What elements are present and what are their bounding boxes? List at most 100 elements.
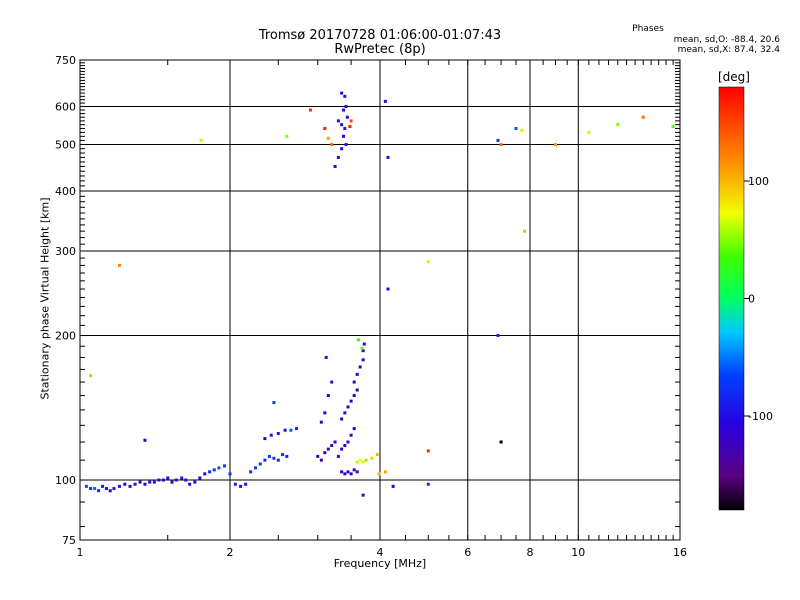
data-point bbox=[333, 164, 337, 168]
data-point bbox=[383, 99, 387, 103]
y-tick-label: 300 bbox=[55, 245, 76, 258]
data-point bbox=[352, 427, 356, 431]
data-point bbox=[352, 468, 356, 472]
data-point bbox=[188, 482, 192, 486]
data-point bbox=[343, 444, 347, 448]
data-point bbox=[249, 470, 253, 474]
data-point bbox=[349, 472, 353, 476]
data-point bbox=[101, 484, 105, 488]
data-point bbox=[375, 453, 379, 457]
phases-heading: Phases bbox=[632, 24, 664, 34]
data-point bbox=[319, 458, 323, 462]
data-point bbox=[587, 130, 591, 134]
data-point bbox=[166, 476, 170, 480]
data-point bbox=[199, 138, 203, 142]
data-point bbox=[267, 454, 271, 458]
data-point bbox=[349, 433, 353, 437]
data-point bbox=[283, 428, 287, 432]
data-point bbox=[523, 229, 527, 233]
data-point bbox=[184, 478, 188, 482]
axis-tick-labels: 1 2 4 6 8 10 16 75 100 200 300 400 500 600 750 bbox=[55, 54, 687, 559]
data-point bbox=[330, 444, 334, 448]
axis-ticks bbox=[80, 60, 680, 540]
data-point bbox=[316, 454, 320, 458]
data-point bbox=[281, 453, 285, 457]
x-tick-label: 6 bbox=[464, 546, 471, 559]
data-point bbox=[223, 464, 227, 468]
data-point bbox=[514, 126, 518, 130]
data-point bbox=[253, 466, 257, 470]
data-point bbox=[383, 470, 387, 474]
data-point bbox=[89, 487, 93, 491]
data-point bbox=[323, 411, 327, 415]
data-point bbox=[133, 482, 137, 486]
data-point bbox=[340, 91, 344, 95]
data-point bbox=[143, 438, 147, 442]
data-point bbox=[233, 482, 237, 486]
data-point bbox=[343, 411, 347, 415]
colorbar-label: [deg] bbox=[718, 70, 750, 84]
data-point bbox=[170, 480, 174, 484]
data-point bbox=[336, 454, 340, 458]
data-point bbox=[289, 428, 293, 432]
y-tick-label: 600 bbox=[55, 101, 76, 114]
data-point bbox=[117, 484, 121, 488]
data-point bbox=[93, 487, 97, 491]
data-point bbox=[97, 489, 101, 493]
data-point bbox=[499, 143, 503, 147]
data-point bbox=[349, 399, 353, 403]
data-point bbox=[323, 451, 327, 455]
data-point bbox=[138, 480, 142, 484]
data-point bbox=[352, 380, 356, 384]
data-point bbox=[356, 338, 360, 342]
data-point bbox=[193, 480, 197, 484]
data-point bbox=[128, 484, 132, 488]
y-tick-label: 400 bbox=[55, 185, 76, 198]
data-point bbox=[348, 125, 352, 129]
data-point bbox=[276, 458, 280, 462]
data-point bbox=[272, 456, 276, 460]
data-point bbox=[358, 458, 362, 462]
chart-subtitle: RwPretec (8p) bbox=[334, 42, 426, 57]
data-point bbox=[239, 484, 243, 488]
colorbar-gradient bbox=[718, 86, 745, 511]
data-point bbox=[295, 427, 299, 431]
data-point bbox=[148, 480, 152, 484]
data-point bbox=[324, 355, 328, 359]
x-tick-label: 8 bbox=[527, 546, 534, 559]
data-point bbox=[352, 394, 356, 398]
data-point bbox=[361, 460, 365, 464]
data-point bbox=[269, 433, 273, 437]
data-point bbox=[344, 143, 348, 147]
data-point bbox=[336, 119, 340, 123]
data-point bbox=[340, 417, 344, 421]
x-tick-label: 1 bbox=[77, 546, 84, 559]
x-tick-label: 10 bbox=[571, 546, 585, 559]
data-point bbox=[346, 405, 350, 409]
data-point bbox=[217, 466, 221, 470]
x-tick-label: 4 bbox=[377, 546, 384, 559]
data-point bbox=[212, 468, 216, 472]
y-axis-label: Stationary phase Virtual Height [km] bbox=[38, 197, 52, 400]
data-point bbox=[228, 472, 232, 476]
data-point bbox=[263, 437, 267, 441]
data-point bbox=[386, 287, 390, 291]
data-point bbox=[426, 260, 430, 264]
y-tick-label: 75 bbox=[62, 534, 76, 547]
data-point bbox=[340, 147, 344, 151]
colorbar-tick-label: -100 bbox=[748, 410, 773, 423]
x-axis-label: Frequency [MHz] bbox=[333, 557, 427, 570]
data-point bbox=[112, 487, 116, 491]
data-point bbox=[616, 123, 620, 127]
data-point bbox=[198, 476, 202, 480]
data-point bbox=[340, 447, 344, 451]
data-point bbox=[326, 394, 330, 398]
data-point bbox=[319, 420, 323, 424]
phase-colorbar: 100 0 -100 bbox=[718, 86, 773, 511]
data-point bbox=[346, 470, 350, 474]
data-point bbox=[157, 478, 161, 482]
data-point bbox=[360, 346, 364, 350]
phase-stats-x: mean, sd,X: 87.4, 32.4 bbox=[677, 45, 780, 55]
data-point bbox=[272, 401, 276, 405]
